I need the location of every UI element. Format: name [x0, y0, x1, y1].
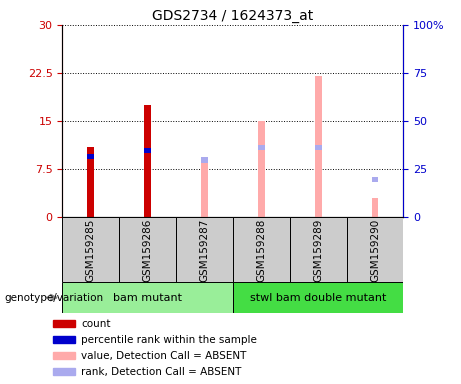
Bar [258, 145, 265, 150]
Bar [53, 320, 75, 327]
Bar [53, 336, 75, 343]
Bar [201, 157, 208, 162]
Text: GSM159286: GSM159286 [142, 219, 153, 282]
Text: value, Detection Call = ABSENT: value, Detection Call = ABSENT [82, 351, 247, 361]
Bar [87, 154, 94, 159]
Bar [144, 105, 151, 217]
Text: rank, Detection Call = ABSENT: rank, Detection Call = ABSENT [82, 367, 242, 377]
Bar [62, 282, 233, 313]
Bar [372, 177, 378, 182]
Text: percentile rank within the sample: percentile rank within the sample [82, 334, 257, 344]
Bar [87, 147, 94, 217]
Text: GSM159290: GSM159290 [370, 219, 380, 282]
Bar [201, 159, 208, 217]
Text: genotype/variation: genotype/variation [5, 293, 104, 303]
Bar [372, 198, 378, 217]
Bar [176, 217, 233, 282]
Bar [53, 352, 75, 359]
Text: bam mutant: bam mutant [113, 293, 182, 303]
Bar [233, 282, 403, 313]
Text: GSM159285: GSM159285 [86, 219, 96, 282]
Title: GDS2734 / 1624373_at: GDS2734 / 1624373_at [152, 8, 313, 23]
Text: GSM159287: GSM159287 [199, 219, 209, 282]
Text: count: count [82, 319, 111, 329]
Bar [290, 217, 347, 282]
Bar [53, 368, 75, 375]
Bar [144, 148, 151, 153]
Text: GSM159288: GSM159288 [256, 219, 266, 282]
Text: stwl bam double mutant: stwl bam double mutant [250, 293, 386, 303]
Bar [62, 217, 119, 282]
Bar [315, 145, 321, 150]
Text: GSM159289: GSM159289 [313, 219, 323, 282]
Bar [119, 217, 176, 282]
Bar [258, 121, 265, 217]
Bar [347, 217, 403, 282]
Bar [233, 217, 290, 282]
Bar [315, 76, 321, 217]
